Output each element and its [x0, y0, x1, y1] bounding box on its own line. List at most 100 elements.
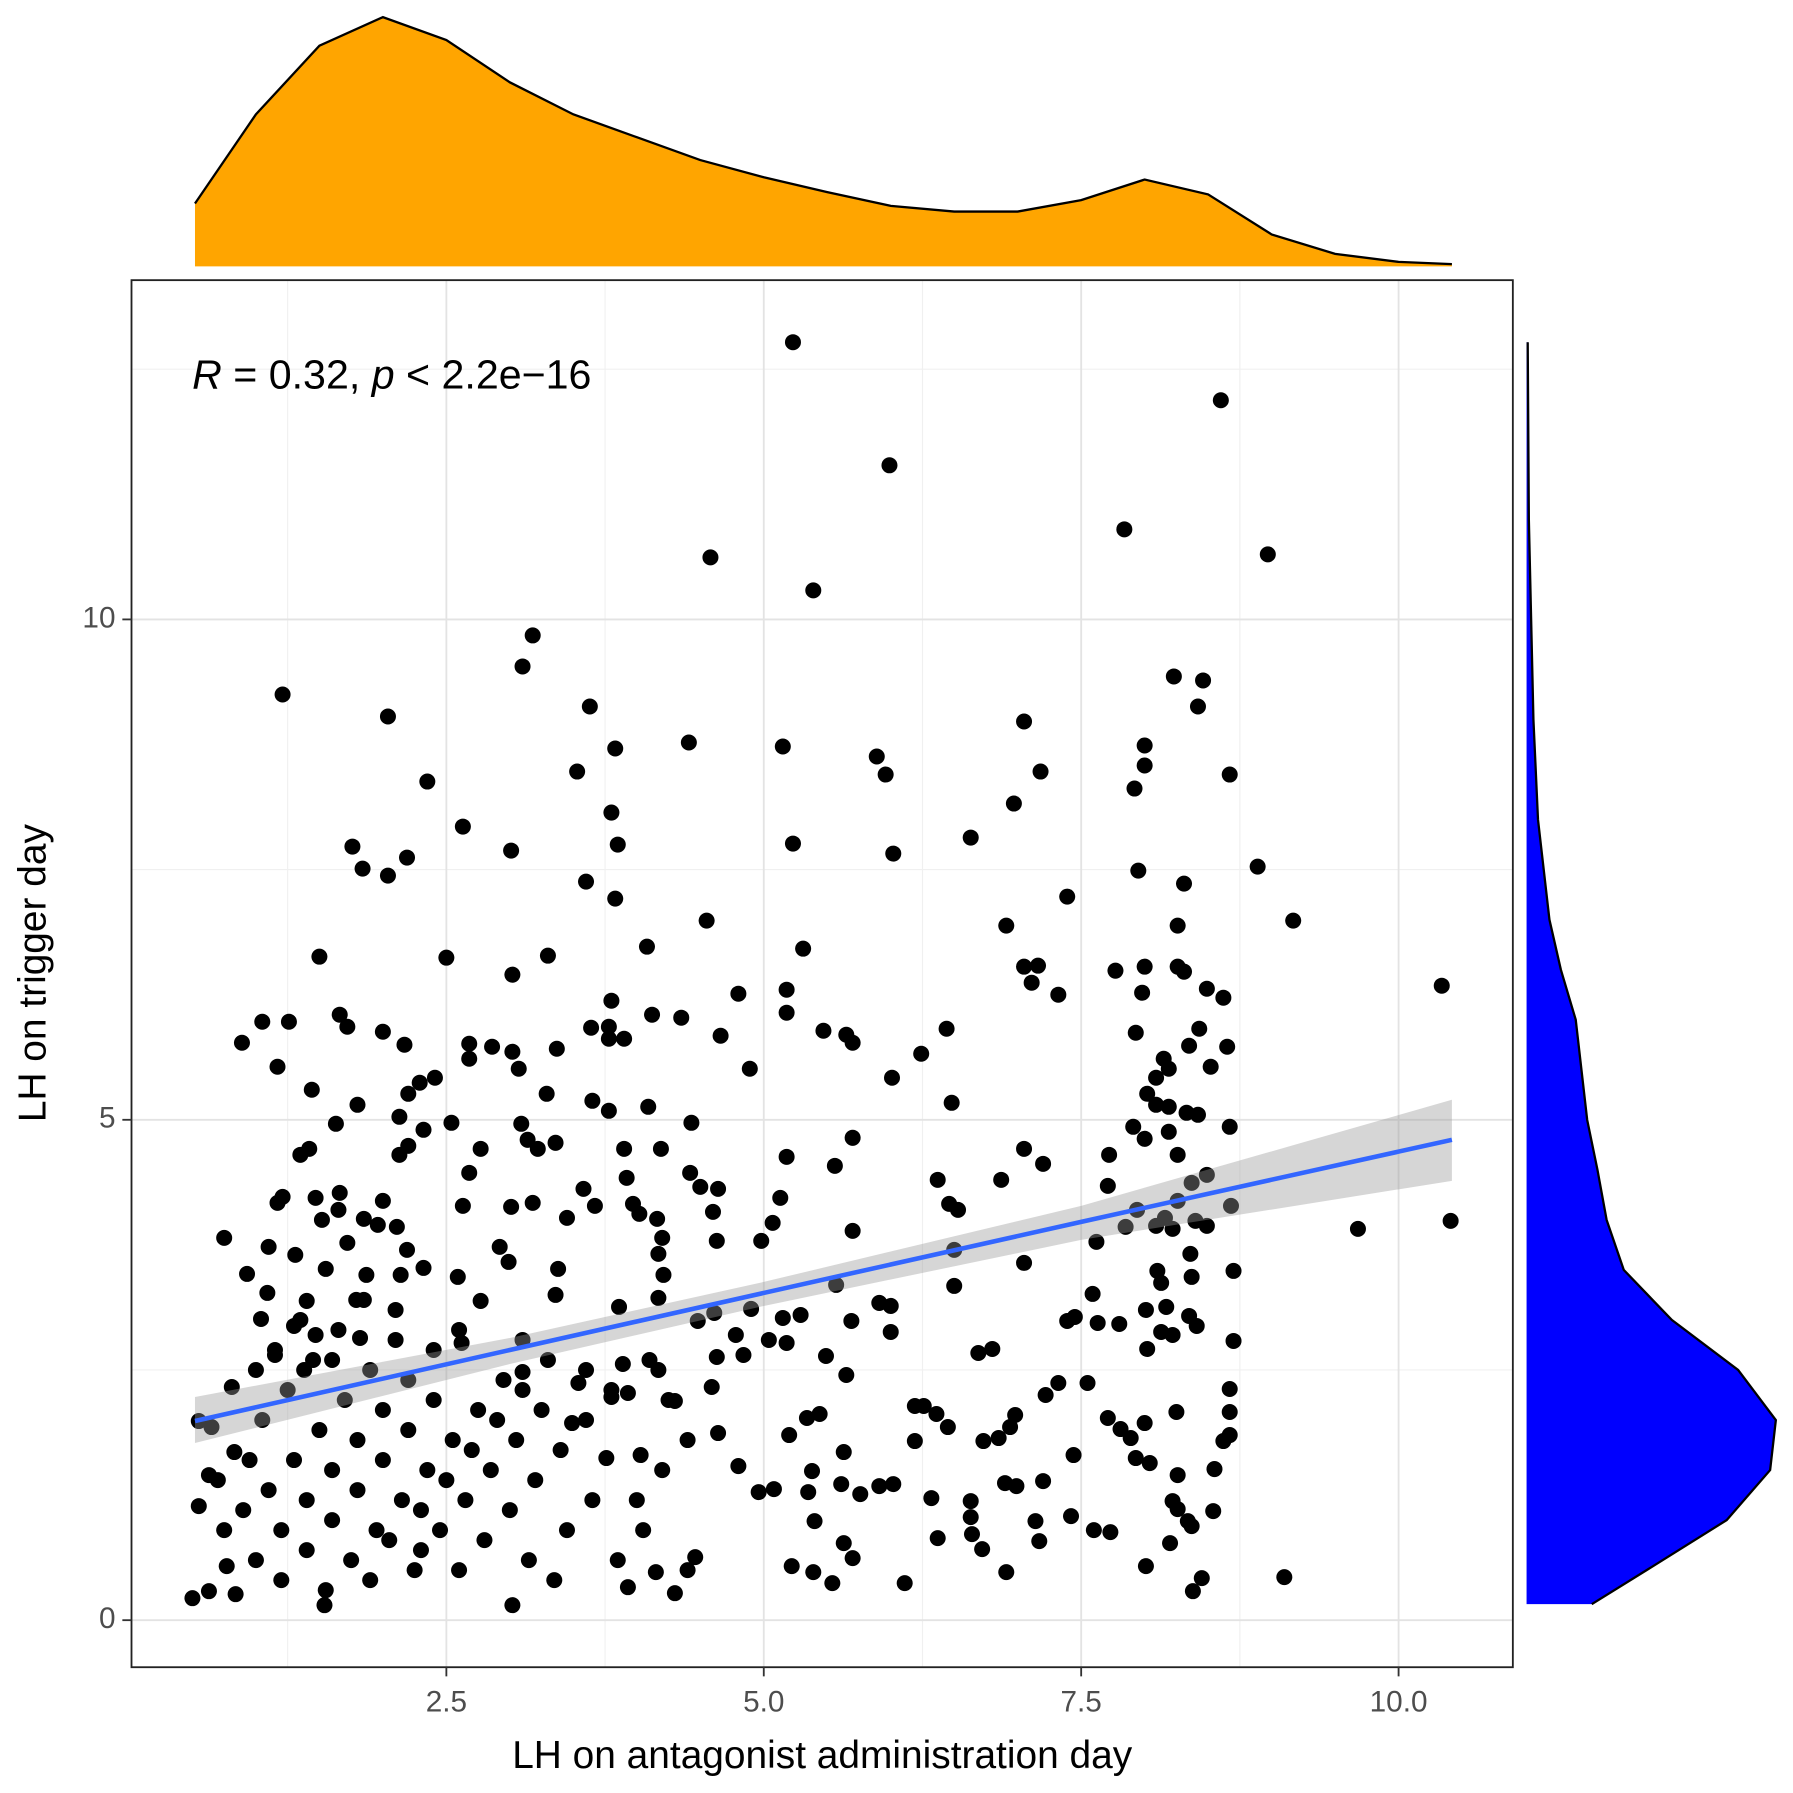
point	[706, 1304, 723, 1321]
point	[943, 1094, 960, 1111]
point	[805, 1564, 822, 1581]
point	[451, 1321, 468, 1338]
point	[1050, 1374, 1067, 1392]
point	[1136, 737, 1153, 754]
point	[307, 1326, 324, 1343]
point	[1031, 1533, 1048, 1550]
point	[1102, 1524, 1119, 1541]
point	[292, 1146, 309, 1163]
point	[381, 1532, 398, 1549]
point	[712, 1027, 729, 1044]
point	[844, 1034, 861, 1051]
point	[833, 1476, 850, 1493]
point	[652, 1140, 669, 1157]
point	[324, 1462, 341, 1479]
point	[1127, 1024, 1144, 1041]
point	[1007, 1407, 1024, 1424]
point	[1079, 1374, 1096, 1392]
point	[611, 1298, 628, 1315]
point	[679, 1562, 696, 1579]
point	[923, 1490, 940, 1507]
x-tick-label: 5.0	[743, 1686, 784, 1719]
point	[575, 1180, 592, 1197]
point	[273, 1572, 290, 1589]
point	[710, 1425, 727, 1442]
point	[649, 1210, 666, 1227]
point	[379, 867, 396, 884]
point	[743, 1300, 760, 1317]
point	[603, 804, 620, 821]
point	[1219, 1038, 1236, 1055]
annotation-r: R	[192, 351, 222, 397]
point	[735, 1346, 752, 1363]
point	[760, 1331, 777, 1348]
x-axis-title: LH on antagonist administration day	[512, 1734, 1133, 1777]
point	[1176, 875, 1193, 892]
point	[184, 1590, 201, 1607]
point	[638, 938, 655, 955]
point	[1088, 1233, 1105, 1250]
point	[260, 1482, 277, 1499]
point	[835, 1535, 852, 1552]
point	[778, 1004, 795, 1021]
point	[461, 1164, 478, 1181]
point	[844, 1129, 861, 1146]
annotation: R = 0.32, p < 2.2e−16	[192, 351, 591, 397]
point	[703, 1378, 720, 1396]
point	[524, 627, 541, 644]
point	[331, 1006, 348, 1023]
point	[241, 1452, 258, 1469]
point	[461, 1035, 478, 1052]
point	[305, 1351, 322, 1368]
point	[209, 1472, 226, 1489]
point	[598, 1450, 615, 1467]
point	[871, 1478, 888, 1495]
point	[387, 1301, 404, 1318]
point	[614, 1355, 631, 1372]
point	[393, 1492, 410, 1509]
point	[843, 1312, 860, 1329]
point	[412, 1542, 429, 1559]
point	[753, 1232, 770, 1249]
point	[1158, 1298, 1175, 1315]
point	[266, 1341, 283, 1358]
point	[844, 1222, 861, 1239]
point	[529, 1140, 546, 1157]
point	[600, 1030, 617, 1047]
point	[438, 949, 455, 966]
point	[548, 1040, 565, 1057]
point	[1153, 1323, 1170, 1340]
point	[1148, 1069, 1165, 1086]
point	[603, 992, 620, 1009]
point	[400, 1422, 417, 1439]
point	[692, 1178, 709, 1195]
point	[1198, 1166, 1215, 1183]
point	[708, 1348, 725, 1365]
point	[1063, 1508, 1080, 1525]
point	[673, 1009, 690, 1026]
point	[1139, 1340, 1156, 1357]
point	[800, 1484, 817, 1501]
point	[1188, 1317, 1205, 1334]
point	[1164, 1220, 1181, 1237]
point	[374, 1402, 391, 1419]
point	[1221, 1380, 1238, 1398]
point	[279, 1381, 296, 1399]
point	[411, 1074, 428, 1091]
point	[339, 1018, 356, 1035]
point	[654, 1229, 671, 1246]
point	[369, 1216, 386, 1233]
point	[316, 1597, 333, 1614]
point	[974, 1541, 991, 1558]
point	[828, 1276, 845, 1293]
annotation-p: p	[370, 351, 395, 397]
point	[581, 698, 598, 715]
point	[586, 1197, 603, 1214]
point	[520, 1552, 537, 1569]
point	[811, 1406, 828, 1423]
point	[269, 1058, 286, 1075]
point	[970, 1344, 987, 1361]
point	[317, 1260, 334, 1277]
point	[1050, 986, 1067, 1003]
